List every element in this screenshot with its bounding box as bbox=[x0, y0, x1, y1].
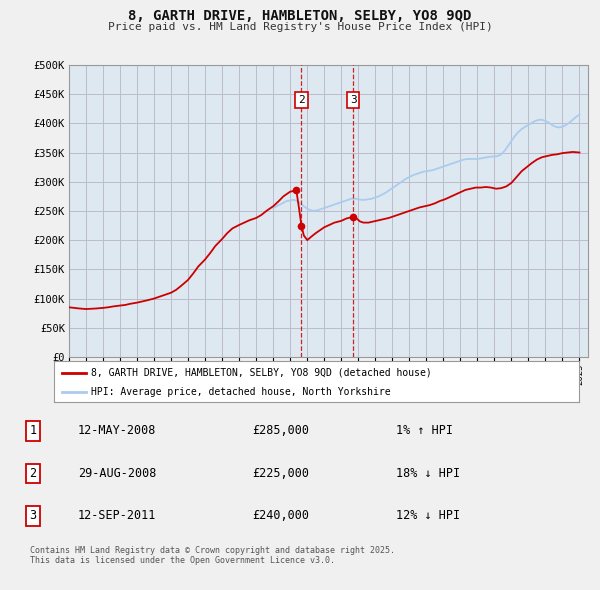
Text: 12% ↓ HPI: 12% ↓ HPI bbox=[396, 509, 460, 523]
Text: 3: 3 bbox=[29, 509, 37, 523]
Text: 2: 2 bbox=[298, 95, 305, 105]
Text: Price paid vs. HM Land Registry's House Price Index (HPI): Price paid vs. HM Land Registry's House … bbox=[107, 22, 493, 32]
Text: 1% ↑ HPI: 1% ↑ HPI bbox=[396, 424, 453, 438]
Text: 3: 3 bbox=[350, 95, 356, 105]
Text: 29-AUG-2008: 29-AUG-2008 bbox=[78, 467, 157, 480]
Text: Contains HM Land Registry data © Crown copyright and database right 2025.
This d: Contains HM Land Registry data © Crown c… bbox=[30, 546, 395, 565]
Text: 1: 1 bbox=[29, 424, 37, 438]
Text: 12-SEP-2011: 12-SEP-2011 bbox=[78, 509, 157, 523]
Text: 8, GARTH DRIVE, HAMBLETON, SELBY, YO8 9QD: 8, GARTH DRIVE, HAMBLETON, SELBY, YO8 9Q… bbox=[128, 9, 472, 23]
Text: 2: 2 bbox=[29, 467, 37, 480]
Text: 12-MAY-2008: 12-MAY-2008 bbox=[78, 424, 157, 438]
Text: 8, GARTH DRIVE, HAMBLETON, SELBY, YO8 9QD (detached house): 8, GARTH DRIVE, HAMBLETON, SELBY, YO8 9Q… bbox=[91, 368, 431, 378]
Text: £240,000: £240,000 bbox=[252, 509, 309, 523]
Text: £225,000: £225,000 bbox=[252, 467, 309, 480]
Text: 18% ↓ HPI: 18% ↓ HPI bbox=[396, 467, 460, 480]
Text: £285,000: £285,000 bbox=[252, 424, 309, 438]
Text: HPI: Average price, detached house, North Yorkshire: HPI: Average price, detached house, Nort… bbox=[91, 386, 391, 396]
